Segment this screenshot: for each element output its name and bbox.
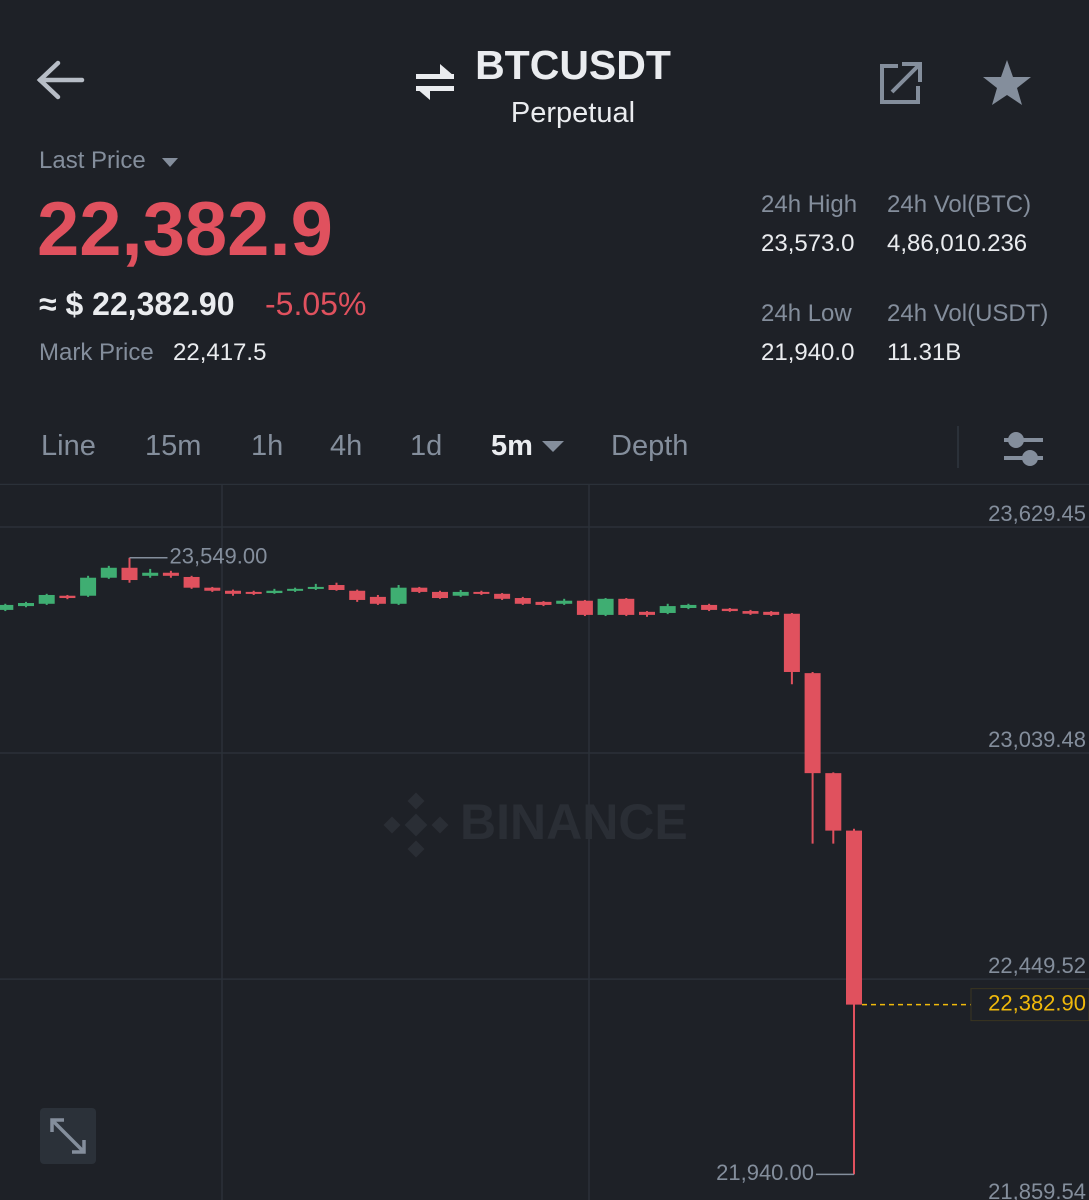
- candle-body: [597, 598, 614, 615]
- candle-body: [659, 606, 676, 613]
- stat-label: 24h Low: [761, 300, 852, 327]
- candle-body: [349, 590, 366, 600]
- candle-body: [266, 590, 283, 594]
- candle-body: [514, 598, 531, 604]
- candle-body: [783, 613, 800, 672]
- last-price: 22,382.9: [37, 187, 333, 272]
- candle-body: [432, 591, 448, 599]
- candle-body: [80, 577, 97, 596]
- tab[interactable]: 1d: [410, 430, 443, 462]
- candle-body: [763, 611, 780, 615]
- chart-settings[interactable]: [1004, 432, 1043, 466]
- candle-body: [742, 611, 759, 614]
- candle-body: [680, 604, 697, 608]
- mark-price: 22,417.5: [173, 339, 267, 366]
- candle-body: [0, 604, 14, 610]
- candle-body: [18, 603, 34, 607]
- back-button[interactable]: [36, 60, 85, 100]
- expand-icon: [50, 1118, 86, 1154]
- y-tick-label: 23,039.48: [988, 727, 1086, 752]
- candle-body: [100, 567, 117, 578]
- candle-body: [846, 830, 862, 1005]
- fiat-price: ≈ $ 22,382.90: [39, 286, 235, 322]
- price-dropdown-caret[interactable]: [162, 158, 178, 167]
- y-tick-label: 22,449.52: [988, 953, 1086, 978]
- stat-value: 23,573.0: [761, 230, 855, 257]
- candle-body: [204, 587, 221, 591]
- stat-value: 4,86,010.236: [887, 230, 1028, 257]
- y-tick-label: 21,859.54: [988, 1179, 1086, 1200]
- candle-body: [411, 587, 428, 592]
- last-price-label[interactable]: Last Price: [39, 147, 146, 174]
- candle-body: [721, 608, 738, 612]
- watermark: BINANCE: [460, 794, 688, 850]
- max-label: 23,549.00: [170, 544, 268, 569]
- stat-value: 11.31B: [887, 339, 962, 366]
- symbol: BTCUSDT: [475, 42, 671, 88]
- candle-body: [307, 586, 324, 589]
- watermark-logo: [383, 792, 449, 858]
- tab[interactable]: Depth: [611, 430, 689, 462]
- min-label: 21,940.00: [716, 1160, 814, 1185]
- stat-label: 24h Vol(BTC): [887, 191, 1032, 218]
- stat-label: 24h Vol(USDT): [887, 300, 1049, 327]
- candle-body: [287, 588, 304, 591]
- candle-body: [473, 591, 490, 594]
- last-price-box: [970, 988, 1089, 1022]
- candle-body: [535, 601, 552, 605]
- candle-body: [804, 673, 821, 774]
- mark-price-label: Mark Price: [39, 339, 154, 366]
- candle-body: [494, 593, 511, 599]
- candle-body: [121, 567, 138, 581]
- candle-body: [576, 600, 593, 615]
- candle-body: [369, 596, 386, 604]
- candle-body: [618, 598, 635, 615]
- y-tick-label: 23,629.45: [988, 501, 1086, 526]
- candle-body: [162, 572, 179, 576]
- stat-label: 24h High: [761, 191, 858, 218]
- candle-body: [452, 591, 469, 596]
- stat-value: 21,940.0: [761, 339, 855, 366]
- header-icons: [0, 60, 1089, 485]
- candle-body: [825, 773, 842, 831]
- candle-body: [639, 611, 655, 615]
- tab[interactable]: 15m: [145, 430, 202, 462]
- contract-type: Perpetual: [510, 97, 636, 129]
- candle-body: [328, 585, 345, 590]
- candle-body: [556, 600, 573, 604]
- share-button[interactable]: [880, 62, 922, 104]
- tab-active[interactable]: 5m: [491, 430, 533, 462]
- candle-body: [225, 590, 241, 594]
- candle-body: [142, 572, 159, 576]
- candlestick-chart: BINANCE 23,629.45 23,039.48 22,449.52 21,85…: [0, 485, 1089, 1200]
- tab[interactable]: Line: [41, 430, 96, 462]
- interval-caret[interactable]: [542, 441, 564, 452]
- candle-body: [183, 576, 200, 588]
- last-price-label: 22,382.90: [988, 990, 1086, 1015]
- price-change: -5.05%: [265, 286, 367, 322]
- favorite-star[interactable]: [983, 60, 1031, 105]
- tab[interactable]: 1h: [251, 430, 284, 462]
- candle-body: [59, 595, 76, 599]
- candle-body: [390, 587, 407, 604]
- swap-icon[interactable]: [416, 64, 454, 100]
- candle-body: [38, 594, 55, 604]
- candle-body: [701, 604, 718, 610]
- tab[interactable]: 4h: [330, 430, 363, 462]
- candle-body: [245, 591, 262, 594]
